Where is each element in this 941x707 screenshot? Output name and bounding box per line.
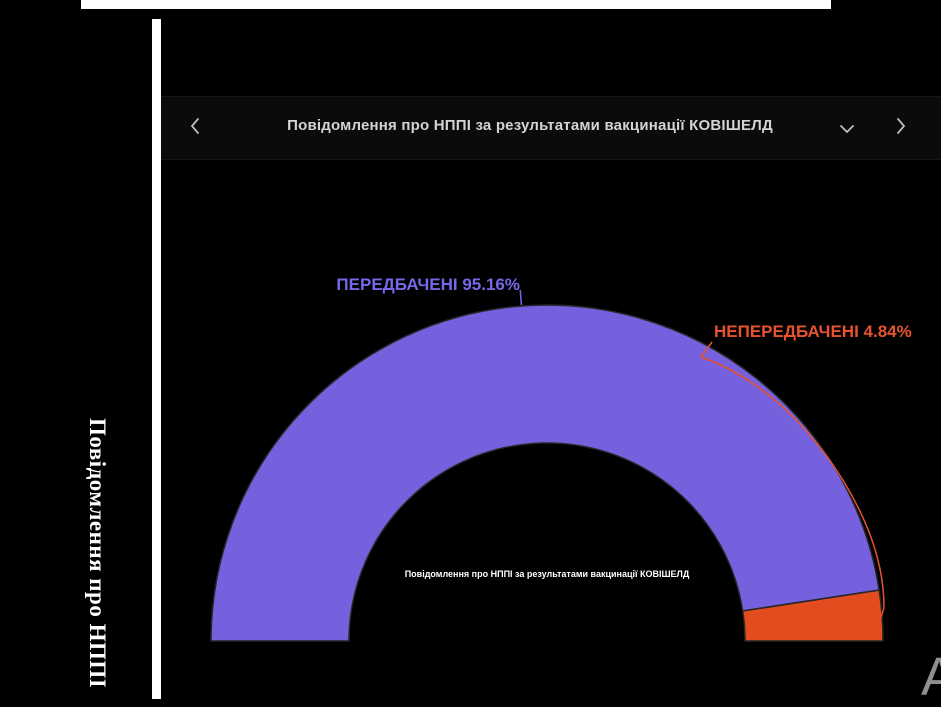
document-vertical-title: Повідомлення про НППІ: [85, 418, 110, 689]
expand-chart-menu-button[interactable]: [834, 116, 860, 142]
pie-segment-непередбачені[interactable]: [741, 589, 884, 642]
label-line-непередбачені: [699, 341, 885, 618]
slice-label-непередбачені: НЕПЕРЕДБАЧЕНІ 4.84%: [714, 322, 912, 341]
chart-header-band: [161, 96, 941, 160]
pie-segment-передбачені[interactable]: [210, 304, 880, 642]
page-left-edge-strip: [152, 19, 161, 699]
corner-letter: A: [921, 647, 941, 707]
chevron-right-icon: [895, 117, 907, 138]
page-top-edge: [81, 0, 831, 9]
chart-title: Повідомлення про НППІ за результатами ва…: [287, 117, 773, 134]
chevron-left-icon: [189, 117, 201, 138]
chevron-down-icon: [839, 122, 855, 137]
label-line-передбачені: [519, 289, 523, 306]
next-chart-button[interactable]: [888, 114, 914, 140]
donut-center-label: Повідомлення про НППІ за результатами ва…: [405, 569, 690, 579]
prev-chart-button[interactable]: [182, 114, 208, 140]
slice-label-передбачені: ПЕРЕДБАЧЕНІ 95.16%: [336, 275, 520, 294]
